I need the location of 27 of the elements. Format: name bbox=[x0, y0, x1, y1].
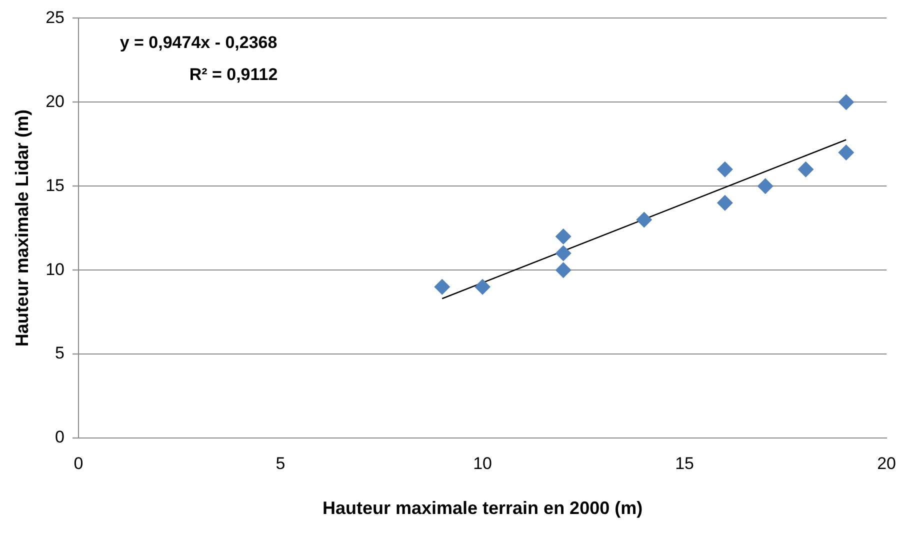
x-tick-label: 15 bbox=[675, 454, 694, 473]
x-tick-label: 0 bbox=[74, 454, 84, 473]
point bbox=[555, 228, 572, 244]
x-tick-label: 5 bbox=[276, 454, 286, 473]
y-tick-label: 15 bbox=[46, 176, 65, 195]
x-axis-title: Hauteur maximale terrain en 2000 (m) bbox=[322, 498, 643, 518]
point bbox=[838, 144, 854, 161]
annotation: R² = 0,9112 bbox=[189, 64, 278, 84]
y-axis-title: Hauteur maximale Lidar (m) bbox=[12, 110, 32, 347]
y-tick-label: 20 bbox=[46, 92, 65, 111]
point bbox=[636, 212, 652, 228]
annotation: y = 0,9474x - 0,2368 bbox=[120, 32, 278, 52]
point bbox=[716, 194, 733, 211]
y-tick-label: 10 bbox=[46, 260, 65, 279]
point bbox=[757, 178, 774, 194]
point bbox=[716, 161, 733, 178]
point bbox=[798, 161, 814, 178]
x-tick-label: 20 bbox=[877, 454, 896, 473]
y-tick-label: 25 bbox=[46, 8, 65, 27]
y-tick-label: 5 bbox=[55, 344, 65, 363]
point bbox=[838, 94, 854, 110]
point bbox=[555, 262, 572, 278]
point bbox=[434, 278, 450, 295]
x-tick-label: 10 bbox=[473, 454, 492, 473]
y-tick-label: 0 bbox=[55, 428, 65, 447]
point bbox=[555, 245, 572, 262]
point bbox=[474, 278, 491, 295]
